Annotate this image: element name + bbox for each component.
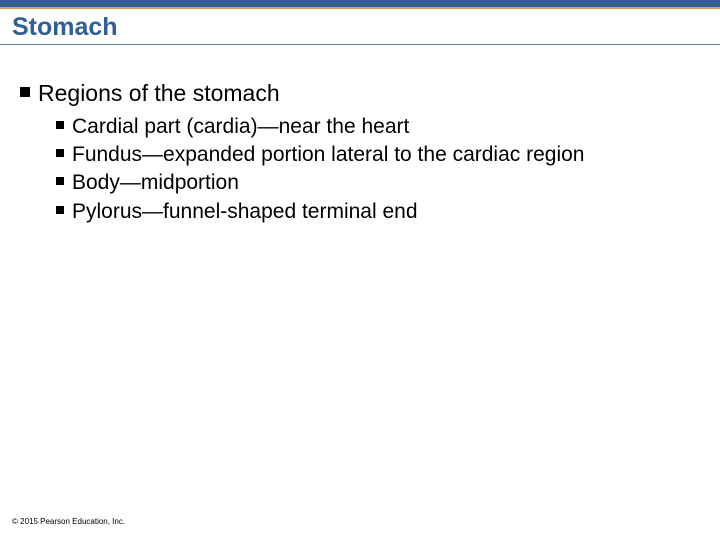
slide-title: Stomach	[12, 13, 118, 42]
slide: Stomach Regions of the stomach Cardial p…	[0, 0, 720, 540]
square-bullet-icon	[56, 177, 64, 185]
top-bar	[0, 0, 720, 9]
square-bullet-icon	[56, 121, 64, 129]
bullet-level1: Regions of the stomach	[20, 79, 700, 108]
copyright-text: © 2015 Pearson Education, Inc.	[12, 517, 125, 526]
square-bullet-icon	[56, 206, 64, 214]
bullet-level2-text: Cardial part (cardia)—near the heart	[72, 114, 409, 140]
bullet-level2-text: Body—midportion	[72, 170, 239, 196]
bullet-level2: Cardial part (cardia)—near the heart	[56, 114, 700, 140]
bullet-level1-text: Regions of the stomach	[38, 79, 280, 108]
bullet-level2-text: Pylorus—funnel-shaped terminal end	[72, 199, 418, 225]
title-row: Stomach	[0, 9, 720, 44]
square-bullet-icon	[20, 87, 30, 97]
bullet-level2: Fundus—expanded portion lateral to the c…	[56, 142, 700, 168]
bullet-level2: Pylorus—funnel-shaped terminal end	[56, 199, 700, 225]
bullet-level2-text: Fundus—expanded portion lateral to the c…	[72, 142, 585, 168]
square-bullet-icon	[56, 149, 64, 157]
top-bar-primary-stripe	[0, 0, 720, 7]
bullet-level2: Body—midportion	[56, 170, 700, 196]
content-area: Regions of the stomach Cardial part (car…	[0, 45, 720, 225]
